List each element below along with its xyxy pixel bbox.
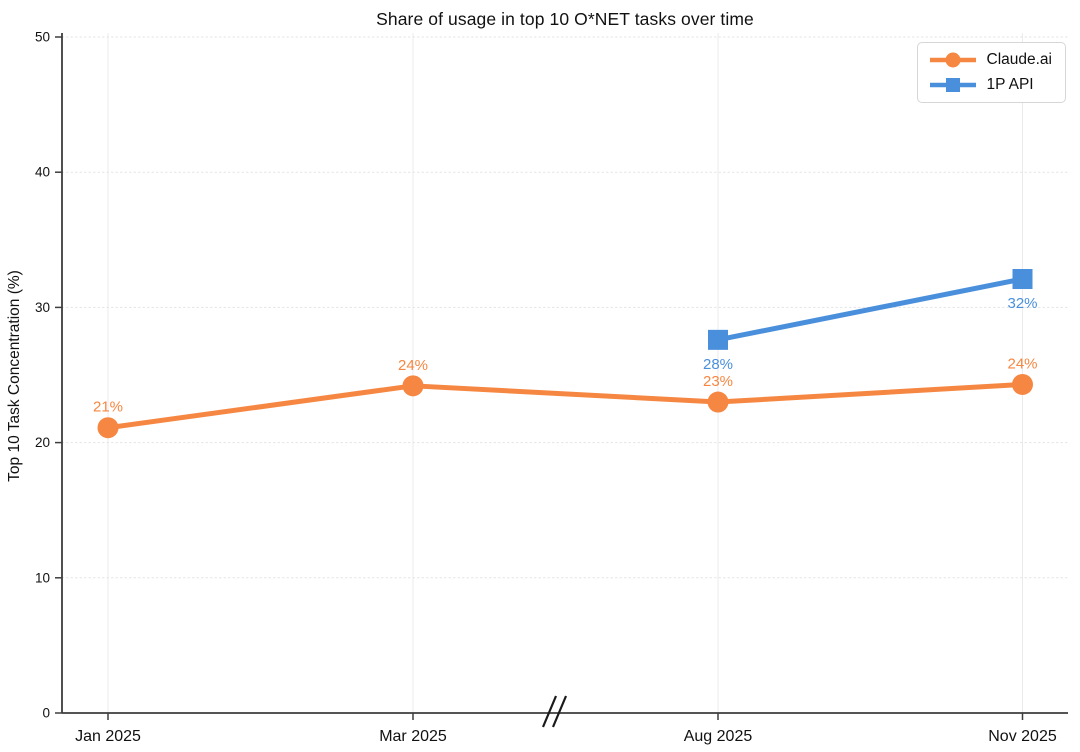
data-label-claude-ai-mar-2025: 24%	[398, 357, 428, 374]
data-label-claude-ai-jan-2025: 21%	[93, 399, 123, 416]
legend-label: Claude.ai	[986, 51, 1053, 68]
y-tick-label-20: 20	[35, 435, 50, 450]
x-axis-break-icon	[541, 695, 558, 728]
data-label-claude-ai-nov-2025: 24%	[1007, 355, 1037, 372]
series-line-1p-api	[715, 276, 1025, 343]
marker-claude-ai-aug-2025	[707, 391, 729, 413]
legend-label: 1P API	[986, 76, 1034, 93]
legend-item-1p-api: 1P API	[928, 76, 1053, 94]
y-tick-label-30: 30	[35, 300, 50, 315]
data-label-claude-ai-aug-2025: 23%	[703, 373, 733, 390]
series-line-claude-ai	[105, 381, 1025, 431]
legend: Claude.ai 1P API	[916, 42, 1066, 103]
marker-claude-ai-mar-2025	[402, 375, 424, 397]
y-tick-label-40: 40	[35, 165, 50, 180]
marker-1p-api-nov-2025	[1012, 269, 1033, 290]
x-tick-label-aug-2025: Aug 2025	[684, 728, 753, 745]
claude-ai-line-circle-icon	[929, 52, 976, 68]
x-axis-break-icon	[551, 695, 568, 728]
marker-1p-api-aug-2025	[708, 329, 728, 350]
x-tick-label-mar-2025: Mar 2025	[379, 728, 447, 745]
legend-item-claude-ai: Claude.ai	[928, 51, 1053, 69]
marker-claude-ai-jan-2025	[97, 417, 119, 439]
marker-claude-ai-nov-2025	[1012, 373, 1033, 395]
data-label-1p-api-nov-2025: 32%	[1007, 295, 1037, 312]
chart-title: Share of usage in top 10 O*NET tasks ove…	[376, 9, 754, 29]
1p-api-line-square-icon	[929, 78, 976, 92]
y-tick-label-0: 0	[42, 706, 50, 721]
x-tick-label-nov-2025: Nov 2025	[988, 728, 1057, 745]
y-tick-label-10: 10	[35, 570, 50, 585]
x-tick-label-jan-2025: Jan 2025	[75, 728, 141, 745]
data-label-1p-api-aug-2025: 28%	[703, 356, 733, 373]
y-tick-label-50: 50	[35, 30, 50, 45]
